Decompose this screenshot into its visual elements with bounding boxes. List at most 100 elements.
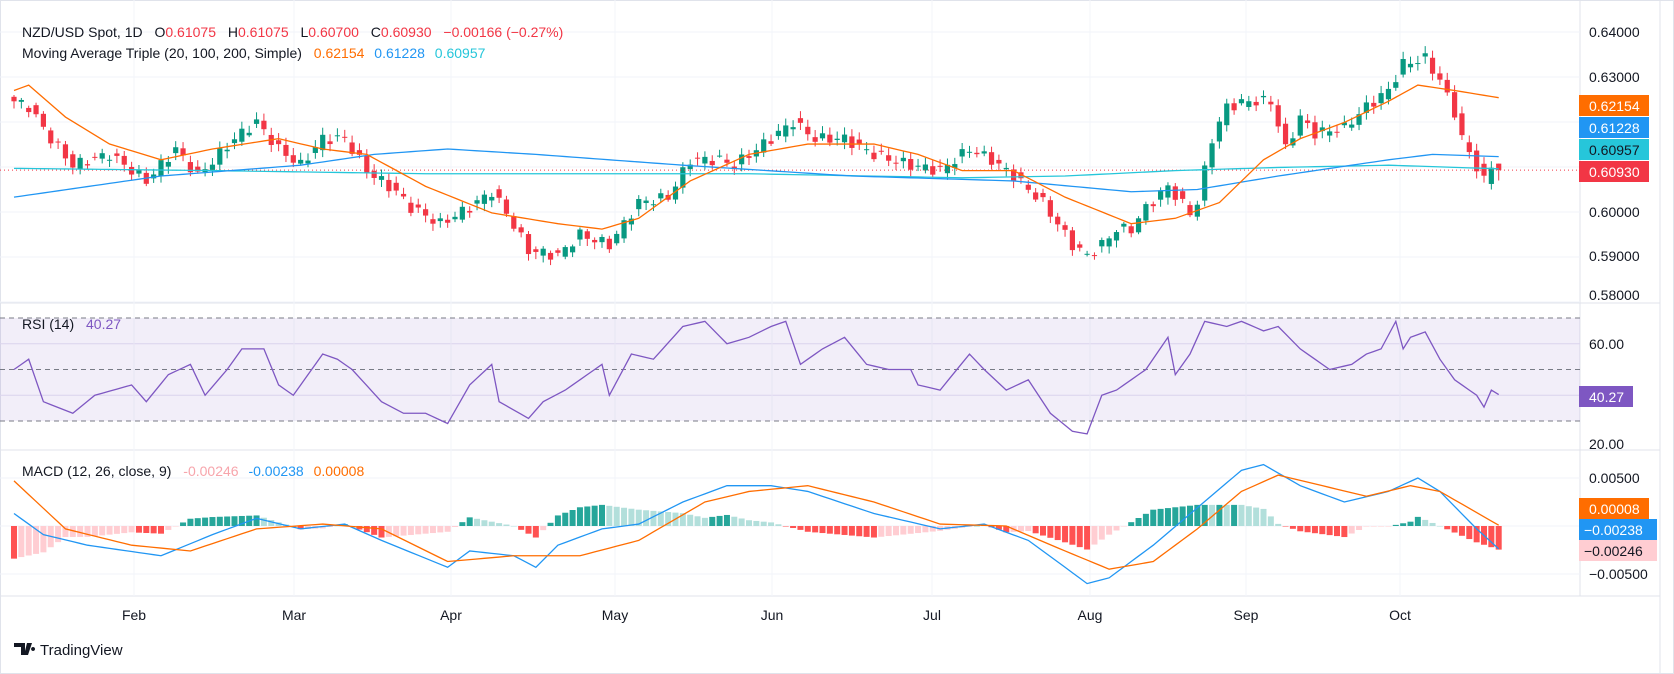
- rsi-pane[interactable]: [13, 319, 1500, 435]
- rsi-line: [13, 319, 1500, 435]
- macd-histogram-bar: [1245, 506, 1252, 526]
- candle-down: [592, 239, 598, 243]
- macd-histogram-bar: [1003, 526, 1010, 533]
- candle-down: [547, 252, 554, 260]
- candle-down: [349, 142, 355, 154]
- candle-down: [974, 152, 980, 155]
- month-label: Apr: [440, 607, 462, 623]
- macd-histogram-bar: [224, 516, 231, 526]
- close-value: 0.60930: [381, 24, 432, 40]
- rsi-legend[interactable]: RSI (14) 40.27: [22, 316, 121, 332]
- macd-histogram-bar: [1495, 526, 1502, 550]
- candle-up: [1385, 88, 1392, 100]
- candle-down: [555, 250, 561, 253]
- macd-histogram-bar: [782, 526, 789, 527]
- candle-down: [371, 170, 377, 178]
- candle-down: [364, 155, 370, 173]
- candle-down: [180, 148, 186, 156]
- high-value: 0.61075: [238, 24, 289, 40]
- candle-up: [687, 164, 693, 170]
- candle-down: [1062, 225, 1068, 230]
- rsi-tick: 60.00: [1589, 336, 1624, 352]
- macd-histogram-bar: [356, 526, 363, 530]
- candle-up: [981, 151, 987, 154]
- macd-histogram-bar: [584, 506, 591, 526]
- symbol-legend[interactable]: NZD/USD Spot, 1D O0.61075 H0.61075 L0.60…: [22, 24, 563, 40]
- candle-up: [1422, 53, 1428, 57]
- macd-histogram-bar: [1120, 526, 1127, 527]
- candle-down: [1128, 226, 1134, 234]
- macd-histogram-bar: [216, 516, 223, 526]
- candle-down: [908, 158, 914, 170]
- ma-legend[interactable]: Moving Average Triple (20, 100, 200, Sim…: [22, 45, 486, 61]
- macd-histogram-bar: [1378, 526, 1385, 527]
- macd-histogram-bar: [1429, 522, 1436, 526]
- candle-up: [702, 156, 708, 164]
- macd-histogram-bar: [856, 526, 863, 537]
- candle-down: [1253, 101, 1259, 106]
- macd-histogram-bar: [158, 526, 164, 534]
- tradingview-logo[interactable]: TradingView: [14, 642, 123, 659]
- macd-histogram-bar: [922, 526, 929, 533]
- macd-histogram-bar: [1157, 508, 1164, 526]
- month-label: Aug: [1078, 607, 1103, 623]
- macd-axis[interactable]: 0.00500 −0.00500 0.00008 −0.00238 −0.002…: [1579, 470, 1657, 582]
- macd-signal-value: 0.00008: [314, 463, 365, 479]
- macd-histogram-bar: [576, 507, 583, 526]
- macd-histogram-bar: [429, 526, 436, 534]
- macd-histogram-bar: [723, 514, 730, 526]
- ma100-price-tag-text: 0.61228: [1589, 120, 1640, 136]
- candle-up: [761, 139, 767, 153]
- price-axis[interactable]: 0.64000 0.63000 0.60000 0.59000 0.58000 …: [1579, 24, 1649, 303]
- macd-histogram-bar: [907, 526, 914, 534]
- macd-histogram-bar: [966, 526, 973, 527]
- macd-histogram-bar: [635, 509, 642, 526]
- macd-histogram-bar: [363, 526, 370, 533]
- macd-pane[interactable]: [11, 463, 1502, 585]
- candle-up: [841, 134, 848, 143]
- candle-down: [1444, 79, 1450, 93]
- rsi-axis[interactable]: 60.00 20.00 40.27: [1579, 336, 1633, 452]
- candle-down: [408, 202, 414, 213]
- candle-down: [533, 249, 539, 252]
- last-price-tag-text: 0.60930: [1589, 164, 1640, 180]
- candle-up: [1216, 121, 1222, 142]
- macd-histogram-bar: [1260, 508, 1267, 526]
- macd-histogram-bar: [1348, 526, 1355, 534]
- month-label: Jun: [761, 607, 784, 623]
- candle-down: [496, 189, 502, 198]
- candle-down: [746, 156, 752, 158]
- month-label: Oct: [1389, 607, 1411, 623]
- macd-histogram-bar: [1076, 526, 1083, 548]
- candle-down: [1069, 230, 1075, 251]
- candle-up: [944, 164, 951, 174]
- macd-legend[interactable]: MACD (12, 26, close, 9) -0.00246 -0.0023…: [22, 463, 364, 479]
- candle-down: [62, 144, 69, 159]
- macd-histogram-bar: [18, 526, 25, 558]
- candle-down: [805, 126, 811, 135]
- candle-down: [584, 231, 590, 239]
- moving-averages: [13, 84, 1499, 230]
- macd-histogram-bar: [496, 523, 503, 526]
- macd-histogram-bar: [1062, 526, 1069, 543]
- macd-histogram-bar: [1385, 526, 1392, 527]
- candle-down: [1180, 191, 1186, 199]
- candle-up: [900, 157, 906, 162]
- macd-histogram-bar: [1422, 519, 1429, 526]
- candle-up: [1202, 165, 1208, 201]
- candle-up: [77, 157, 83, 169]
- macd-histogram-bar: [885, 526, 892, 537]
- candle-up: [1121, 223, 1127, 227]
- candle-up: [1084, 253, 1090, 255]
- macd-histogram-bar: [790, 526, 797, 529]
- rsi-level-lines: [0, 317, 1580, 422]
- candle-down: [1231, 103, 1237, 111]
- candle-up: [1165, 185, 1171, 198]
- macd-histogram-bar: [599, 504, 605, 526]
- macd-histogram-bar: [562, 512, 569, 526]
- candle-up: [1349, 124, 1355, 128]
- time-axis[interactable]: Feb Mar Apr May Jun Jul Aug Sep Oct: [122, 607, 1411, 623]
- candle-down: [283, 144, 289, 156]
- candle-up: [165, 161, 171, 167]
